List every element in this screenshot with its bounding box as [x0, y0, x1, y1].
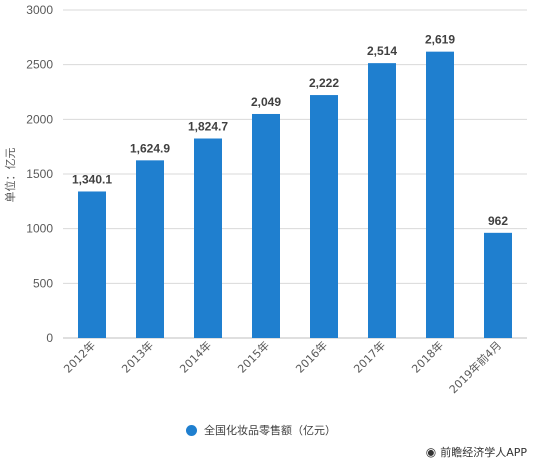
bar: [252, 113, 280, 338]
bar: [368, 63, 396, 339]
bar: [194, 138, 222, 338]
bar: [426, 51, 454, 338]
y-axis-label: 单位：亿元: [3, 148, 17, 203]
data-label: 962: [488, 214, 508, 228]
bar: [484, 232, 512, 338]
x-tick-label: 2016年: [293, 338, 330, 375]
y-tick-label: 2000: [26, 112, 53, 126]
credit-text: 前瞻经济学人APP: [440, 446, 527, 459]
y-tick-label: 0: [46, 331, 53, 345]
y-tick-label: 1000: [26, 222, 53, 236]
legend-marker: [186, 424, 197, 436]
y-tick-label: 3000: [26, 3, 53, 17]
y-tick-label: 2500: [26, 58, 53, 72]
x-tick-label: 2017年: [351, 338, 388, 375]
legend-label: 全国化妆品零售额（亿元）: [204, 424, 336, 437]
data-labels: 1,340.1 1,624.9 1,824.7 2,049 2,222 2,514 2,61…: [72, 33, 508, 228]
bar: [78, 191, 106, 338]
data-label: 1,824.7: [188, 119, 228, 133]
wechat-icon: ◉: [425, 445, 437, 459]
x-tick-label: 2012年: [61, 338, 98, 375]
x-tick-label: 2019年前4月: [446, 338, 504, 396]
data-label: 2,222: [309, 76, 339, 90]
y-axis-ticks: 0 500 1000 1500 2000 2500 3000: [26, 3, 53, 345]
y-tick-label: 500: [33, 276, 53, 290]
data-label: 1,340.1: [72, 172, 112, 186]
data-label: 2,514: [367, 44, 397, 58]
legend: 全国化妆品零售额（亿元）: [186, 422, 336, 438]
x-tick-label: 2014年: [177, 338, 214, 375]
bar: [136, 160, 164, 338]
gridlines: [63, 9, 527, 339]
bars: [78, 51, 512, 339]
x-tick-label: 2018年: [409, 338, 446, 375]
bar: [310, 95, 338, 338]
x-tick-label: 2013年: [119, 338, 156, 375]
x-axis-ticks: 2012年 2013年 2014年 2015年 2016年 2017年 2018年 2019年…: [61, 338, 504, 396]
y-tick-label: 1500: [26, 167, 53, 181]
data-label: 1,624.9: [130, 141, 170, 155]
source-credit: ◉ 前瞻经济学人APP: [426, 444, 527, 460]
data-label: 2,049: [251, 95, 281, 109]
data-label: 2,619: [425, 33, 455, 47]
x-tick-label: 2015年: [235, 338, 272, 375]
